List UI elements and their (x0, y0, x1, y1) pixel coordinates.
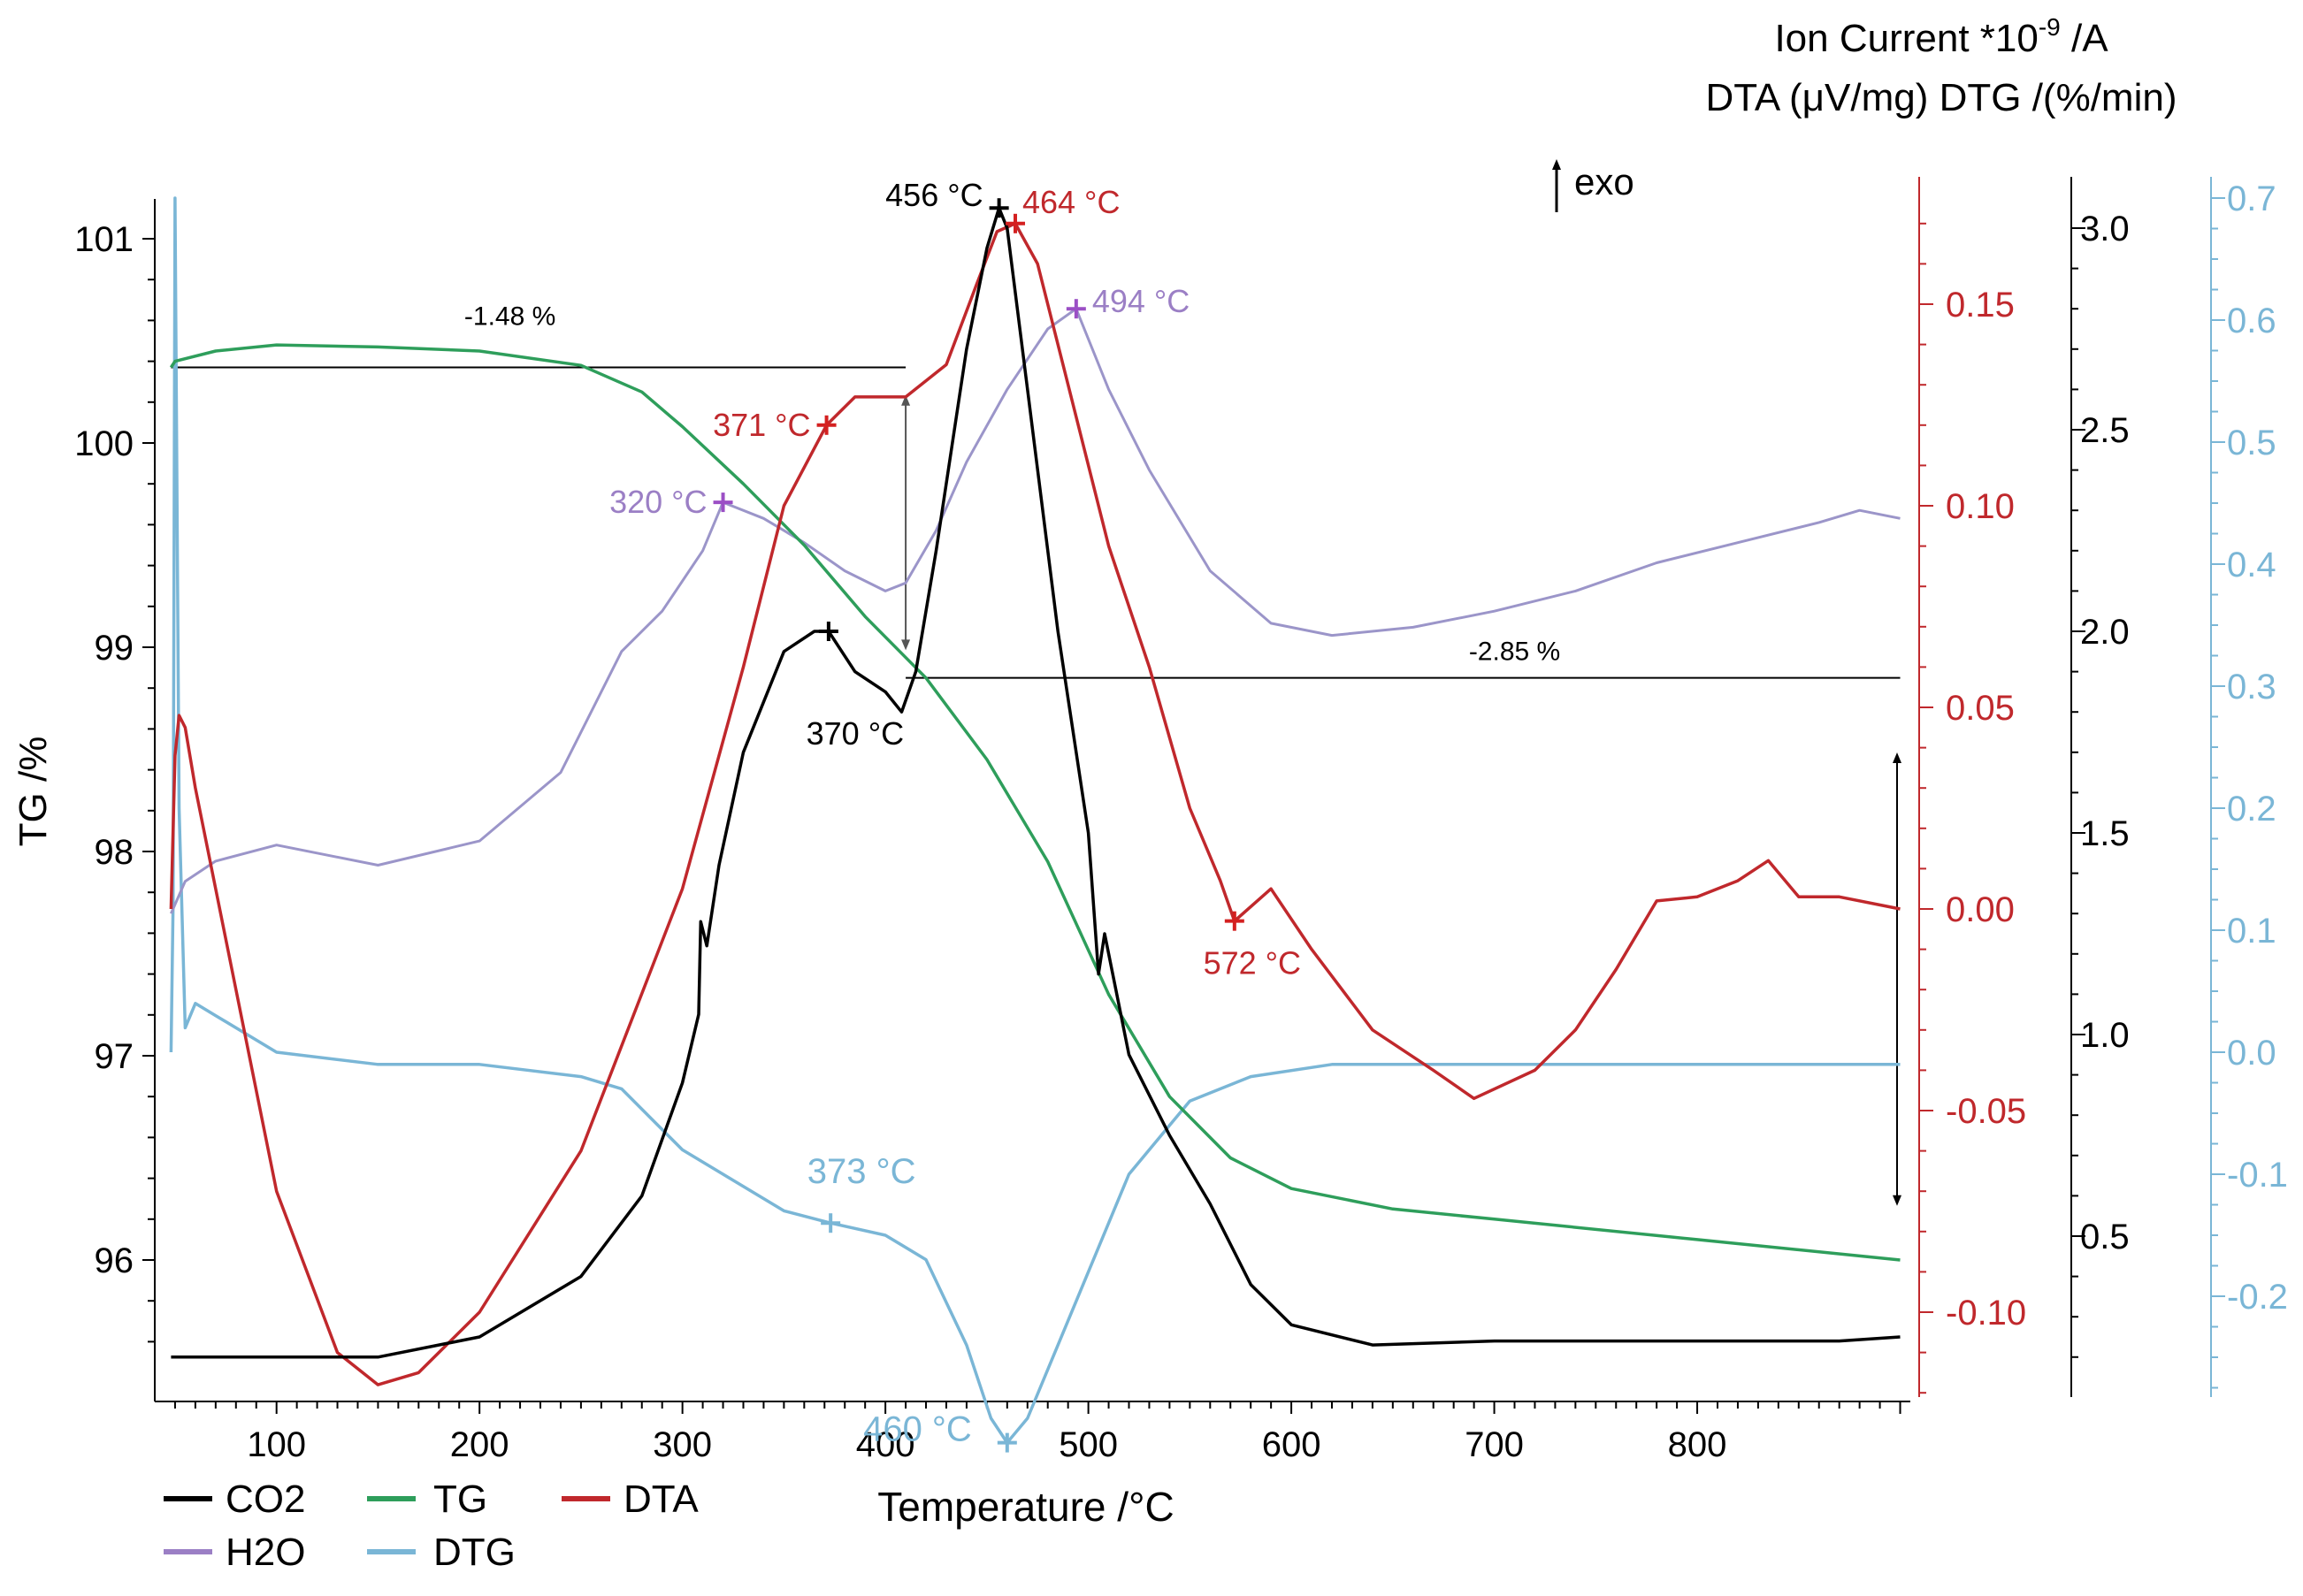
dtg-tick-label: -0.1 (2227, 1156, 2288, 1195)
chart-title-line-2: DTA (μV/mg) DTG /(%/min) (1706, 76, 2177, 119)
annotation-dta-371: 371 °C (713, 407, 810, 443)
legend-label-h2o: H2O (226, 1531, 305, 1574)
legend-label-tg: TG (433, 1478, 487, 1521)
annotation-dta-572: 572 °C (1204, 945, 1301, 981)
legend: CO2 TG DTA H2O DTG (164, 1478, 699, 1574)
tg-tick-label: 101 (74, 220, 134, 259)
chart-title-line-1: Ion Current *10-9 /A (1774, 13, 2108, 60)
dta-tick-label: -0.10 (1946, 1294, 2026, 1333)
dtg-tick-label: 0.6 (2227, 302, 2276, 340)
exo-arrow-head (1552, 159, 1561, 170)
mass-step-label-2: -2.85 % (1469, 638, 1560, 667)
legend-label-dtg: DTG (433, 1531, 516, 1574)
series-line-co2 (171, 206, 1901, 1359)
x-tick-label: 600 (1262, 1425, 1321, 1464)
annotation-h2o-320: 320 °C (609, 484, 707, 520)
y-axis-label-tg: TG /% (11, 737, 55, 847)
series-line-dtg (169, 196, 1901, 1445)
title-suffix: /A (2061, 17, 2108, 60)
tg-tick-label: 99 (95, 629, 134, 668)
ion-tick-label: 0.5 (2080, 1218, 2130, 1256)
title-superscript: -9 (2039, 13, 2061, 41)
x-axis: 100 200 300 400 500 600 700 800 (155, 1401, 1910, 1464)
legend-label-co2: CO2 (226, 1478, 305, 1521)
annotation-co2-370: 370 °C (807, 715, 904, 752)
annotation-dta-464: 464 °C (1022, 184, 1120, 220)
dtg-tick-label: 0.5 (2227, 424, 2276, 462)
annotation-h2o-494: 494 °C (1092, 283, 1190, 319)
legend-label-dta: DTA (624, 1478, 699, 1521)
annotation-dtg-460: 460 °C (863, 1410, 972, 1449)
peak-markers (713, 198, 1244, 1453)
dta-tick-label: 0.10 (1946, 487, 2015, 526)
dtg-tick-label: 0.3 (2227, 668, 2276, 706)
series-line-h2o (170, 307, 1901, 914)
mass-step-arrow-2-tail (1893, 1195, 1901, 1206)
dta-tick-label: 0.05 (1946, 689, 2015, 728)
ion-tick-label: 1.5 (2080, 814, 2130, 853)
mass-step-label-1: -1.48 % (464, 302, 555, 332)
ion-axis: 0.5 1.0 1.5 2.0 2.5 3.0 (2070, 177, 2130, 1397)
annotation-co2-456: 456 °C (885, 177, 983, 213)
dtg-tick-label: -0.2 (2227, 1278, 2288, 1317)
tg-axis: 96 97 98 99 100 101 (74, 199, 156, 1401)
dta-axis: -0.10 -0.05 0.00 0.05 0.10 0.15 (1918, 177, 2026, 1397)
dta-tick-label: -0.05 (1946, 1092, 2026, 1131)
tg-tick-label: 96 (95, 1241, 134, 1280)
x-tick-label: 500 (1059, 1425, 1118, 1464)
x-tick-label: 800 (1668, 1425, 1727, 1464)
dtg-tick-label: 0.7 (2227, 179, 2276, 218)
x-tick-label: 100 (247, 1425, 306, 1464)
ion-tick-label: 1.0 (2080, 1016, 2130, 1055)
series-line-dta (169, 222, 1901, 1386)
x-tick-label: 300 (653, 1425, 712, 1464)
tg-tick-label: 100 (74, 424, 134, 463)
dtg-axis: -0.2 -0.1 0.0 0.1 0.2 0.3 0.4 0.5 0.6 0.7 (2210, 177, 2288, 1397)
ion-tick-label: 2.5 (2080, 411, 2130, 450)
x-tick-label: 200 (450, 1425, 509, 1464)
mass-step-arrow-1-tail (901, 639, 911, 651)
exo-label: exo (1574, 161, 1634, 202)
dtg-tick-label: 0.1 (2227, 912, 2276, 951)
dta-tick-label: 0.15 (1946, 286, 2015, 325)
ion-tick-label: 3.0 (2080, 210, 2130, 248)
tg-tick-label: 97 (95, 1037, 134, 1076)
dta-tick-label: 0.00 (1946, 890, 2015, 929)
dtg-tick-label: 0.0 (2227, 1034, 2276, 1073)
annotation-dtg-373: 373 °C (807, 1152, 916, 1191)
ion-tick-label: 2.0 (2080, 613, 2130, 652)
dtg-tick-label: 0.4 (2227, 546, 2276, 584)
mass-step-markers (171, 366, 1901, 1206)
x-tick-label: 400 (856, 1425, 915, 1464)
tg-tick-label: 98 (95, 833, 134, 872)
x-axis-label: Temperature /°C (877, 1484, 1174, 1530)
x-tick-label: 700 (1465, 1425, 1524, 1464)
series-lines (169, 196, 1901, 1445)
series-line-tg (169, 343, 1901, 1262)
mass-step-arrow-1-head (901, 394, 911, 406)
mass-step-arrow-2-head (1893, 752, 1901, 764)
dtg-tick-label: 0.2 (2227, 790, 2276, 829)
